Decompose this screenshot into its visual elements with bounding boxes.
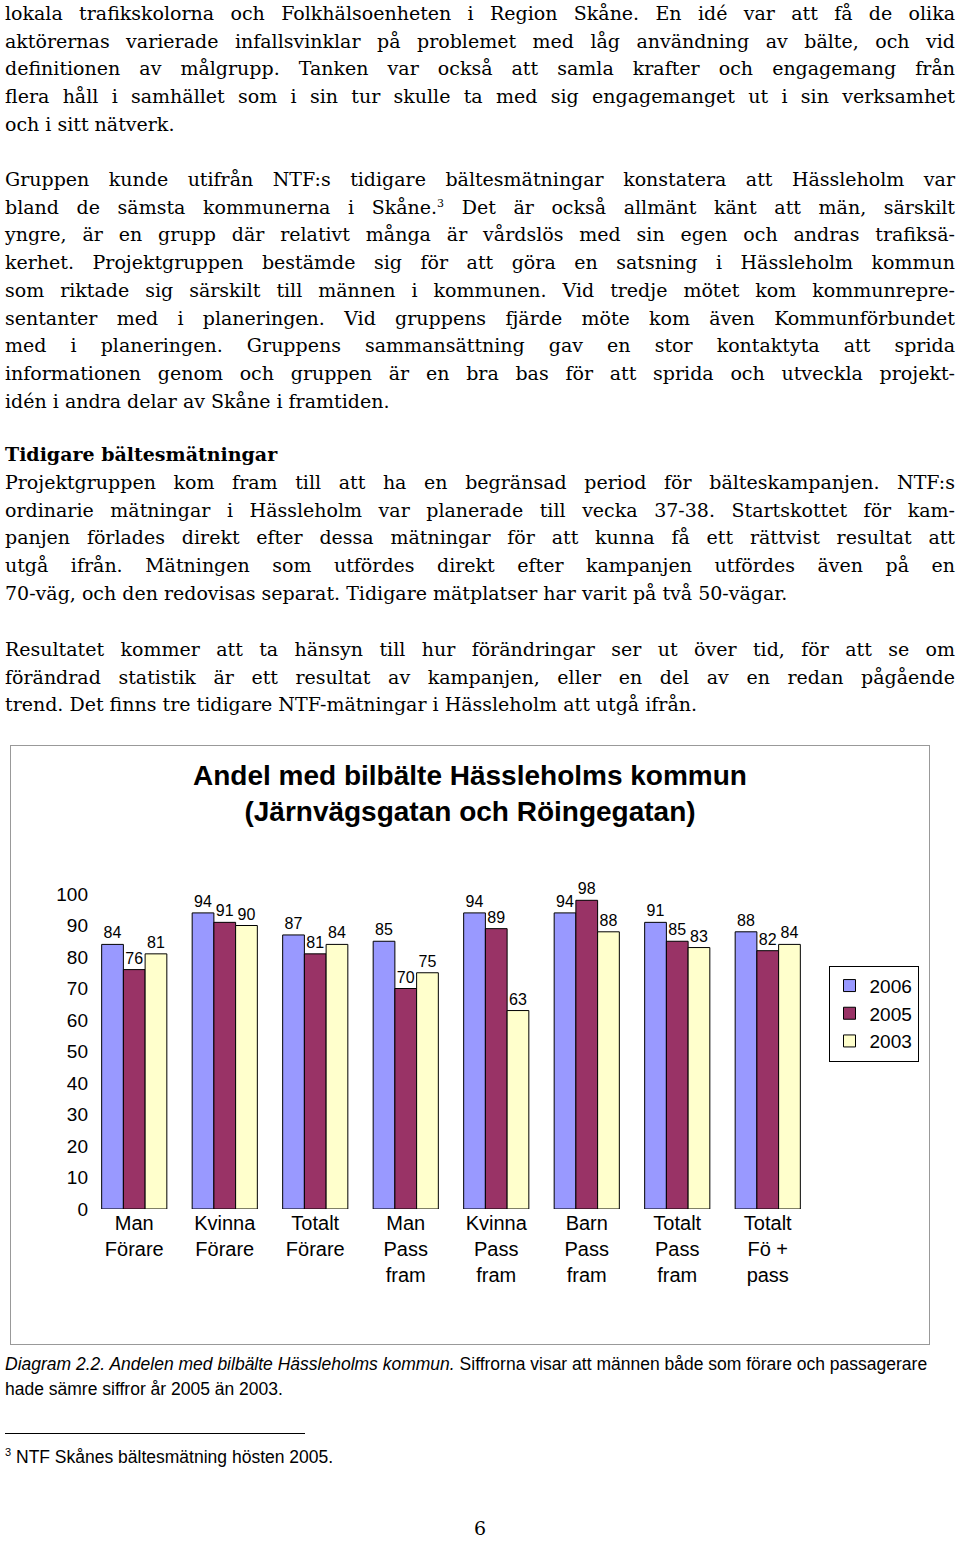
svg-text:Andel med bilbälte Hässleholms: Andel med bilbälte Hässleholms kommun(Jä… (193, 760, 747, 827)
html-text:informationen genom och gruppe: informationen genom och gruppen är en br… (5, 361, 955, 384)
html-text:med i planeringen. Gruppens sa: med i planeringen. Gruppens sammansättni… (5, 334, 955, 357)
svg-text:88: 88 (600, 912, 618, 929)
svg-text:70: 70 (67, 978, 88, 999)
html-text:6: 6 (474, 1517, 486, 1539)
html-text:flera håll i samhället som i s: flera håll i samhället som i sin tur sku… (5, 85, 955, 108)
svg-text:30: 30 (67, 1104, 88, 1125)
svg-text:81: 81 (306, 934, 324, 951)
svg-text:98: 98 (578, 880, 596, 897)
svg-text:90: 90 (67, 915, 88, 936)
html-text:kerhet. Projektgruppen bestämd: kerhet. Projektgruppen bestämde sig för … (5, 251, 955, 274)
svg-text:84: 84 (781, 924, 799, 941)
svg-text:20: 20 (67, 1136, 88, 1157)
svg-text:84: 84 (104, 924, 122, 941)
html-text:förändrad statistik är ett res: förändrad statistik är ett resultat av k… (5, 665, 955, 688)
svg-text:89: 89 (487, 909, 505, 926)
html-text:Resultatet kommer att ta hänsy: Resultatet kommer att ta hänsyn till hur… (5, 638, 955, 660)
html-text:definitionen av målgrupp. Tank: definitionen av målgrupp. Tanken var ock… (5, 57, 955, 80)
html-text:bland de sämsta kommunerna i S: bland de sämsta kommunerna i Skåne.3Det … (5, 195, 955, 218)
svg-text:84: 84 (328, 924, 346, 941)
svg-text:10: 10 (67, 1167, 88, 1188)
html-text:yngre, är en grupp där relativ: yngre, är en grupp där relativt många är… (5, 223, 955, 246)
svg-text:91: 91 (216, 902, 234, 919)
svg-text:63: 63 (509, 991, 527, 1008)
svg-text:2005: 2005 (870, 1004, 912, 1025)
svg-text:83: 83 (690, 928, 708, 945)
svg-text:91: 91 (647, 902, 665, 919)
html-text:Diagram 2.2. Andelen med bilbä: Diagram 2.2. Andelen med bilbälte Hässle… (5, 1354, 928, 1399)
svg-text:0: 0 (77, 1199, 88, 1220)
svg-text:70: 70 (397, 969, 415, 986)
html-text:panjen förlades direkt efter d: panjen förlades direkt efter dessa mätni… (5, 526, 955, 549)
svg-text:94: 94 (194, 893, 212, 910)
svg-text:81: 81 (147, 934, 165, 951)
svg-text:87: 87 (285, 915, 303, 932)
svg-text:TotaltFörare: TotaltFörare (286, 1212, 345, 1260)
html-text:som riktade sig särskilt till: som riktade sig särskilt till männen i k… (5, 278, 955, 301)
html-text:utgå ifrån. Mätningen som utfö: utgå ifrån. Mätningen som utfördes direk… (5, 554, 955, 577)
svg-text:TotaltPassfram: TotaltPassfram (653, 1212, 701, 1286)
svg-text:94: 94 (556, 893, 574, 910)
svg-text:KvinnaPassfram: KvinnaPassfram (466, 1212, 528, 1286)
svg-text:90: 90 (238, 906, 256, 923)
svg-text:50: 50 (67, 1041, 88, 1062)
html-text:Gruppen kunde utifrån NTF:s ti: Gruppen kunde utifrån NTF:s tidigare bäl… (5, 168, 955, 190)
html-text:aktörernas varierade infallsvi: aktörernas varierade infallsvinklar på p… (5, 29, 955, 52)
html-text:Tidigare bältesmätningar: Tidigare bältesmätningar (5, 443, 278, 465)
html-text:lokala trafikskolorna och Folk: lokala trafikskolorna och Folkhälsoenhet… (5, 2, 955, 24)
svg-text:BarnPassfram: BarnPassfram (565, 1212, 609, 1286)
html-text:och i sitt nätverk.: och i sitt nätverk. (5, 112, 175, 135)
svg-text:85: 85 (375, 921, 393, 938)
svg-text:82: 82 (759, 931, 777, 948)
html-text:trend. Det finns tre tidigare: trend. Det finns tre tidigare NTF-mätnin… (5, 693, 697, 716)
html-text:Projektgruppen kom fram till a: Projektgruppen kom fram till att ha en b… (5, 471, 955, 493)
html-text:idén i andra delar av Skåne i: idén i andra delar av Skåne i framtiden. (5, 389, 390, 412)
svg-text:40: 40 (67, 1073, 88, 1094)
svg-text:60: 60 (67, 1010, 88, 1031)
html-text:3NTF Skånes bältesmätning höst: 3NTF Skånes bältesmätning hösten 2005. (5, 1446, 334, 1467)
svg-text:94: 94 (466, 893, 484, 910)
svg-text:85: 85 (668, 921, 686, 938)
svg-text:2006: 2006 (870, 976, 912, 997)
svg-text:88: 88 (737, 912, 755, 929)
svg-text:100: 100 (56, 884, 88, 905)
svg-text:KvinnaFörare: KvinnaFörare (194, 1212, 256, 1260)
svg-text:76: 76 (125, 950, 143, 967)
svg-text:2003: 2003 (870, 1031, 912, 1052)
html-text:70-väg, och den redovisas sepa: 70-väg, och den redovisas separat. Tidig… (5, 581, 788, 604)
svg-text:ManFörare: ManFörare (105, 1212, 164, 1260)
svg-text:80: 80 (67, 947, 88, 968)
svg-text:ManPassfram: ManPassfram (384, 1212, 428, 1286)
html-text:ordinarie mätningar i Hässleho: ordinarie mätningar i Hässleholm var pla… (5, 498, 955, 521)
html-text:sentanter med i planeringen. V: sentanter med i planeringen. Vid gruppen… (5, 306, 955, 329)
svg-text:TotaltFö +pass: TotaltFö +pass (744, 1212, 792, 1286)
svg-text:75: 75 (419, 953, 437, 970)
